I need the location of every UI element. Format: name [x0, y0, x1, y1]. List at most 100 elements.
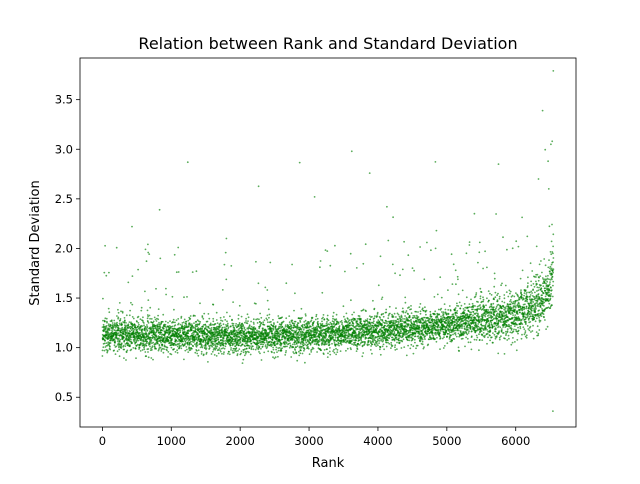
data-point: [335, 313, 338, 316]
data-point: [364, 243, 367, 246]
data-point: [152, 320, 155, 323]
data-point: [151, 349, 153, 351]
data-point: [428, 324, 431, 327]
data-point: [284, 345, 287, 348]
data-point: [364, 320, 366, 323]
data-point: [290, 324, 293, 327]
data-point: [404, 320, 407, 323]
data-point: [232, 343, 234, 346]
data-point: [224, 251, 227, 254]
data-point: [268, 316, 270, 319]
data-point: [297, 334, 300, 336]
data-point: [341, 323, 343, 326]
data-point: [201, 327, 204, 330]
data-point: [204, 343, 207, 345]
data-point: [135, 357, 137, 360]
data-point: [242, 340, 245, 343]
data-point: [240, 352, 242, 355]
data-point: [264, 286, 267, 289]
data-point: [179, 323, 182, 326]
data-point: [290, 320, 293, 323]
data-point: [196, 344, 199, 347]
data-point: [129, 309, 132, 312]
data-point: [376, 321, 378, 323]
data-point: [381, 296, 384, 299]
data-point: [245, 351, 248, 354]
data-point: [132, 347, 135, 349]
data-point: [117, 308, 119, 311]
data-point: [244, 352, 247, 355]
data-point: [107, 332, 110, 334]
data-point: [374, 344, 376, 346]
data-point: [189, 349, 192, 351]
data-point: [101, 349, 104, 352]
data-point: [361, 344, 364, 347]
data-point: [222, 340, 225, 342]
data-point: [333, 320, 335, 323]
data-point: [360, 339, 363, 342]
data-point: [151, 334, 154, 337]
data-point: [147, 348, 150, 350]
data-point: [366, 331, 368, 334]
data-point: [162, 351, 165, 354]
data-point: [309, 343, 312, 346]
data-point: [404, 296, 407, 299]
data-point: [273, 323, 275, 325]
data-point: [202, 353, 205, 356]
data-point: [155, 320, 158, 322]
data-point: [388, 305, 391, 308]
data-point: [270, 343, 272, 345]
data-point: [176, 351, 179, 354]
data-point: [239, 337, 242, 340]
data-point: [350, 299, 352, 302]
data-point: [327, 352, 329, 355]
data-point: [421, 307, 424, 310]
data-point: [383, 326, 386, 329]
data-point: [255, 333, 258, 336]
data-point: [402, 318, 404, 320]
data-point: [242, 351, 245, 354]
data-point: [430, 324, 432, 327]
data-point: [273, 357, 276, 360]
data-point: [391, 336, 394, 339]
data-point: [417, 316, 420, 318]
data-point: [377, 344, 379, 347]
data-point: [425, 313, 427, 316]
data-point: [328, 343, 331, 346]
data-point: [393, 326, 396, 329]
data-point: [282, 320, 285, 323]
data-point: [161, 343, 164, 346]
data-point: [215, 339, 218, 342]
data-point: [396, 312, 399, 315]
data-point: [325, 334, 328, 336]
data-point: [238, 335, 241, 338]
data-point: [195, 320, 198, 323]
data-point: [134, 347, 137, 350]
data-point: [201, 338, 203, 341]
data-point: [206, 320, 209, 323]
data-point: [292, 322, 294, 325]
data-point: [240, 325, 243, 328]
data-point: [415, 310, 418, 313]
data-point: [398, 337, 400, 339]
data-point: [170, 329, 173, 332]
data-point: [131, 275, 134, 277]
data-point: [335, 318, 338, 321]
data-point: [196, 319, 199, 322]
data-point: [247, 316, 250, 319]
data-point: [435, 229, 438, 232]
data-point: [153, 338, 156, 341]
data-point: [426, 323, 429, 325]
data-point: [140, 336, 143, 339]
data-point: [344, 270, 346, 273]
data-point: [296, 359, 299, 362]
data-point: [439, 330, 442, 332]
data-point: [264, 345, 267, 348]
data-point: [241, 336, 243, 339]
data-point: [388, 327, 391, 330]
data-point: [254, 348, 257, 351]
data-point: [326, 356, 329, 358]
data-point: [305, 341, 308, 344]
data-point: [149, 342, 151, 345]
data-point: [150, 357, 153, 359]
